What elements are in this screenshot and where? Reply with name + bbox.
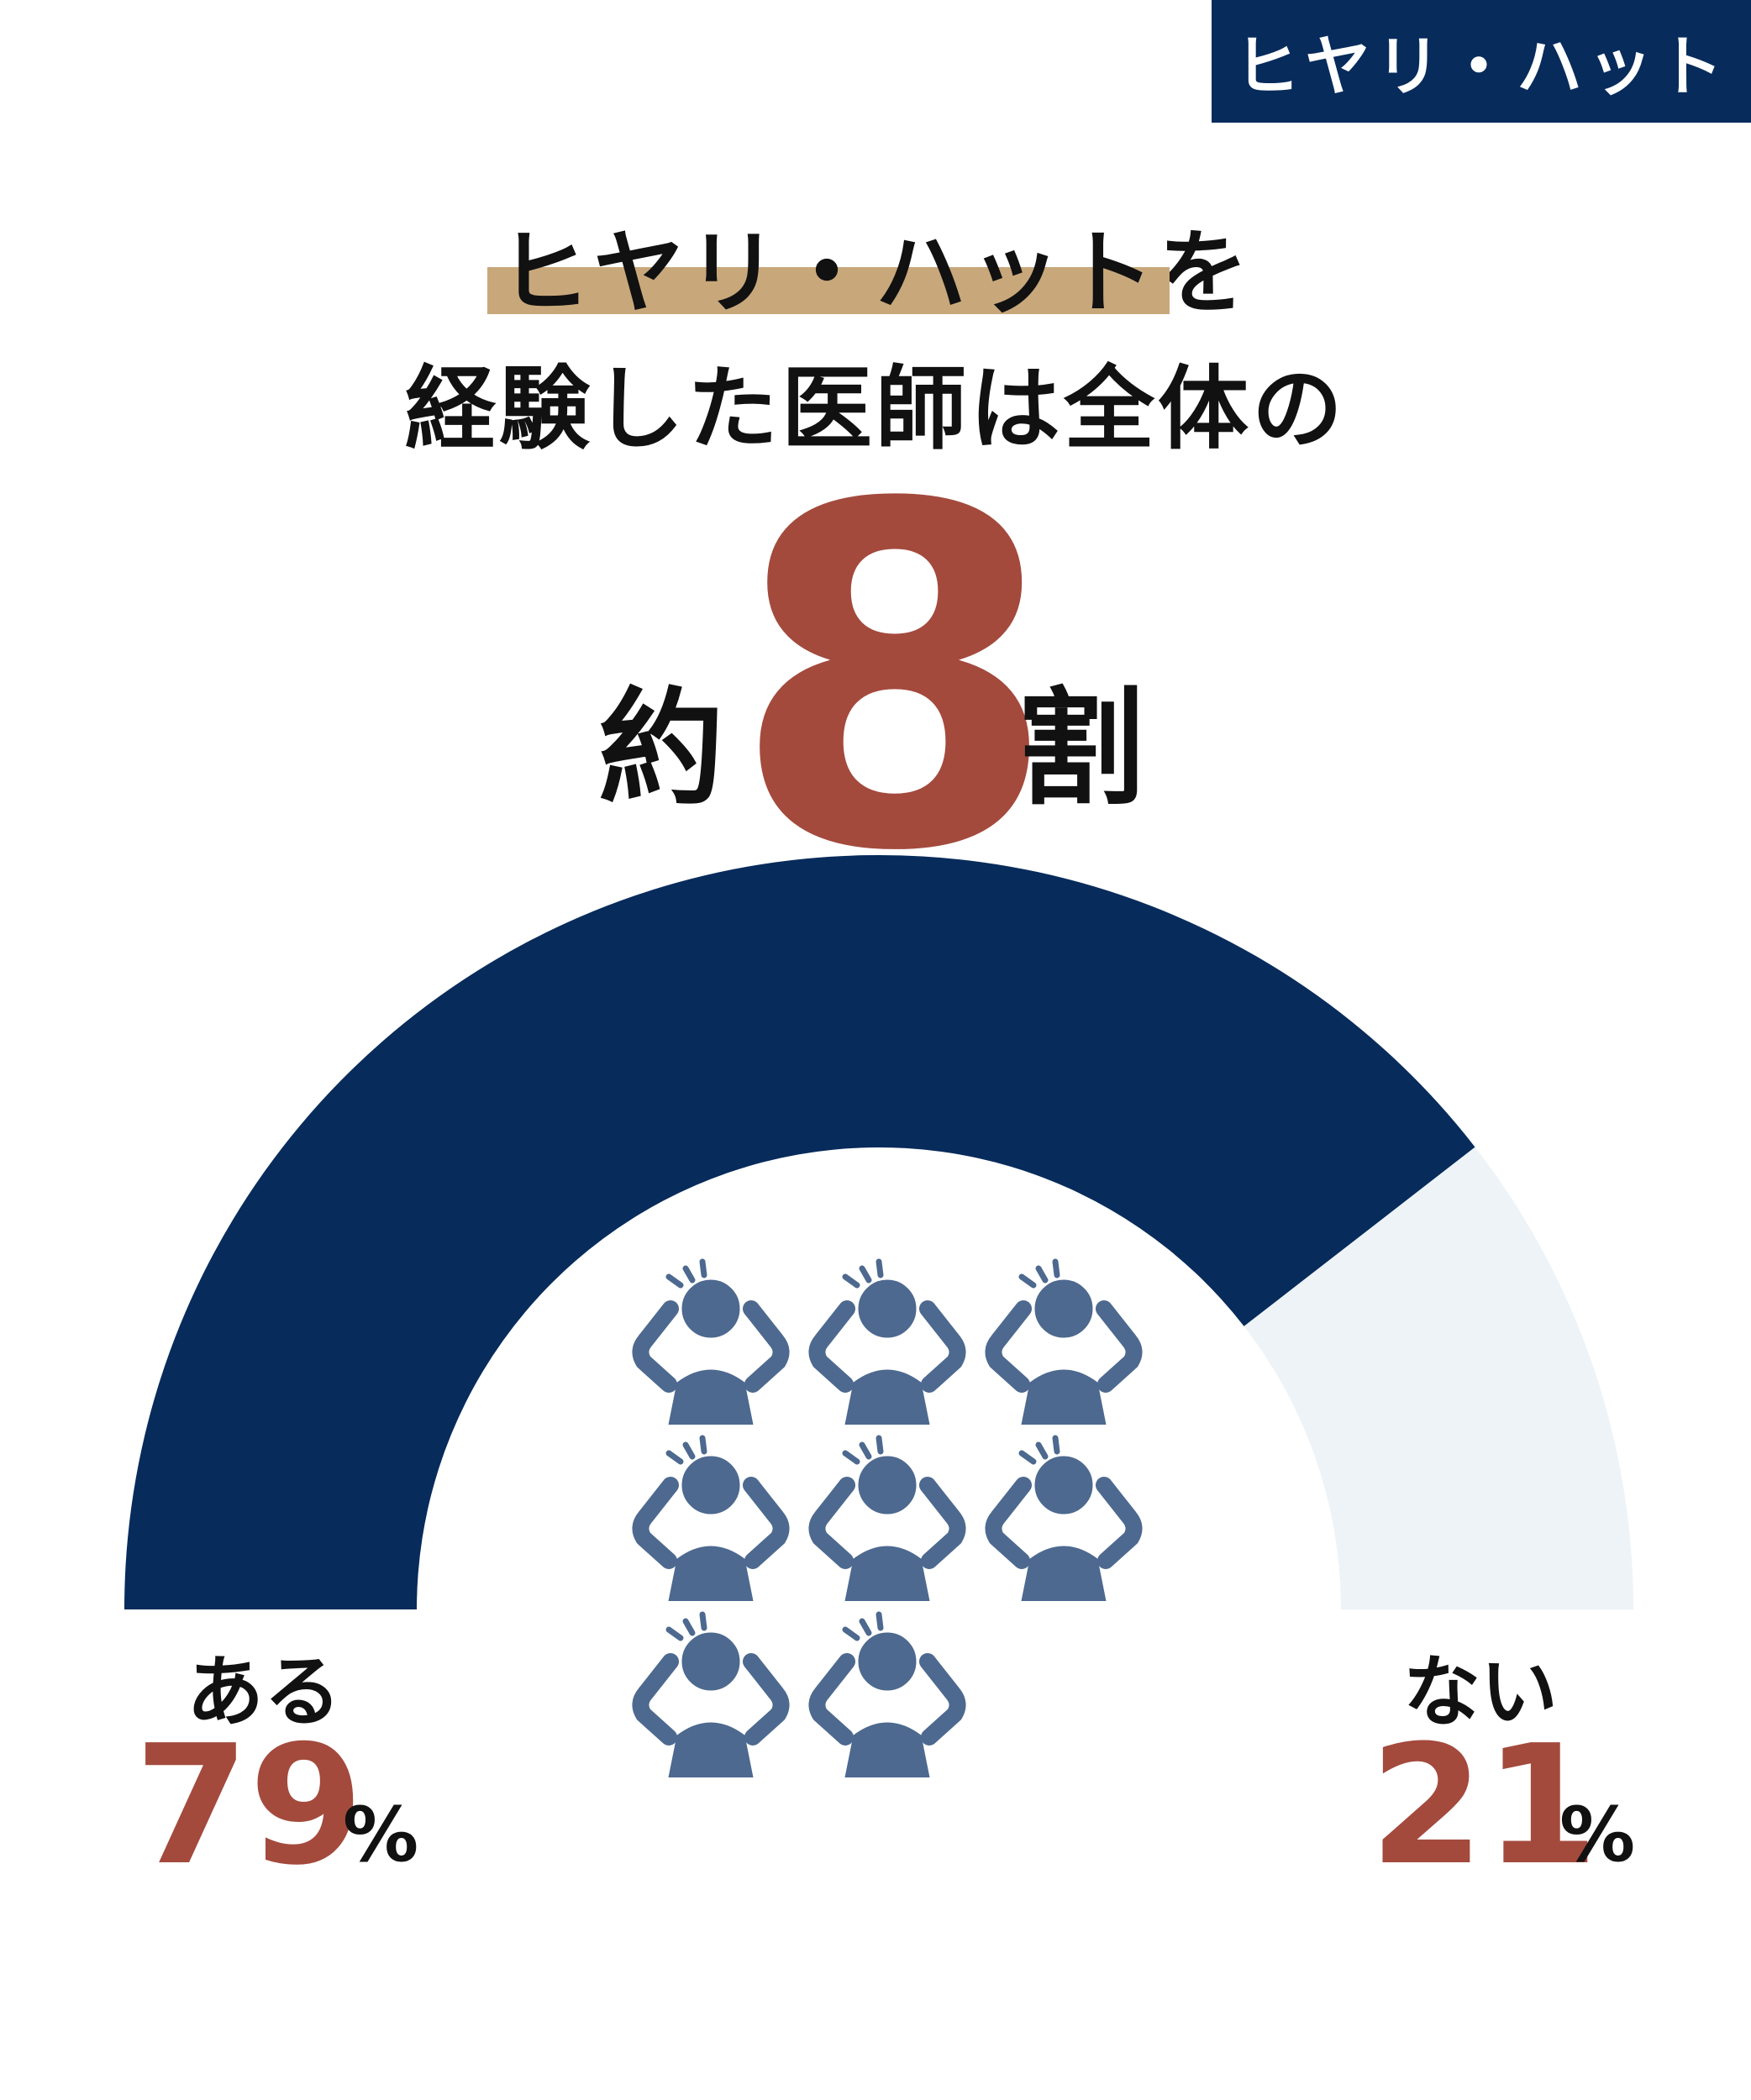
worried-person-icon bbox=[640, 1262, 781, 1425]
headline-highlight-text: ヒヤリ・ハット bbox=[498, 221, 1158, 326]
worried-person-icon bbox=[817, 1438, 957, 1601]
worried-person-icon bbox=[640, 1438, 781, 1601]
approx-suffix: 割 bbox=[1018, 676, 1145, 822]
slice-value-no: 21 bbox=[1370, 1710, 1599, 1902]
headline-highlight: ヒヤリ・ハット bbox=[486, 200, 1170, 331]
approx-statement: 約 8 割 bbox=[0, 445, 1751, 916]
worried-person-icon bbox=[993, 1262, 1133, 1425]
approx-value: 8 bbox=[731, 407, 1059, 954]
worried-person-icon bbox=[993, 1438, 1133, 1601]
worried-person-icon bbox=[817, 1614, 957, 1777]
slice-unit-no: % bbox=[1559, 1791, 1636, 1879]
headline-line2: 経験した医師は全体の bbox=[404, 357, 1346, 462]
highlight-bar bbox=[486, 267, 1170, 314]
slice-unit-yes: % bbox=[343, 1791, 419, 1879]
slice-label-yes: ある bbox=[187, 1647, 342, 1737]
slice-label-no: ない bbox=[1403, 1647, 1559, 1737]
worried-person-icon bbox=[640, 1614, 781, 1777]
headline-line1: ヒヤリ・ハット を bbox=[0, 200, 1751, 331]
slice-yes bbox=[124, 855, 1475, 1609]
approx-prefix: 約 bbox=[598, 676, 725, 822]
section-tag: ヒヤリ・ハット bbox=[1212, 0, 1751, 123]
slice-no bbox=[1244, 1147, 1633, 1609]
slice-value-yes: 79 bbox=[134, 1710, 364, 1902]
headline-suffix: を bbox=[1158, 221, 1253, 326]
worried-person-icon bbox=[817, 1262, 957, 1425]
